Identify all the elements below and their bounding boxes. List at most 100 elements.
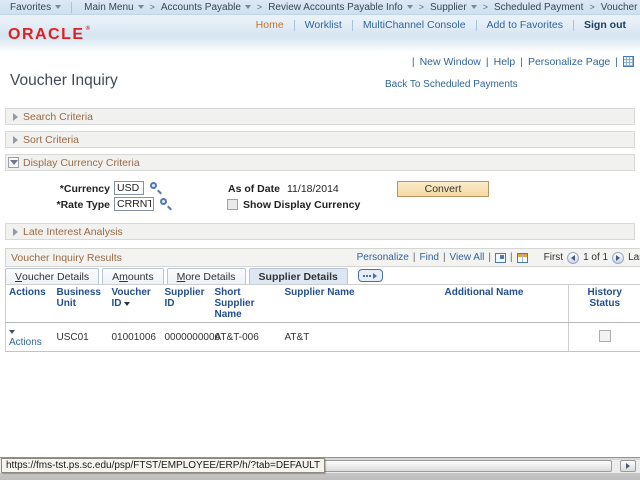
rate-type-label: *Rate Type — [56, 199, 111, 211]
pager-first-label[interactable]: First — [543, 252, 564, 263]
breadcrumb-voucher[interactable]: Voucher — [601, 2, 638, 13]
left-arrow-icon — [571, 254, 576, 261]
column-header-supplier-name[interactable]: Supplier Name — [281, 284, 442, 323]
dropdown-caret-icon — [137, 5, 144, 9]
column-header-additional-name[interactable]: Additional Name — [441, 284, 569, 323]
link-separator — [413, 252, 416, 263]
breadcrumb-label: Review Accounts Payable Info — [268, 1, 403, 13]
section-display-currency-criteria[interactable]: Display Currency Criteria — [5, 154, 635, 171]
expand-arrow-icon[interactable] — [13, 112, 18, 121]
column-header-short-supplier-name[interactable]: Short Supplier Name — [211, 284, 282, 323]
actions-dropdown-icon[interactable] — [9, 330, 15, 334]
zoom-popup-icon[interactable] — [495, 252, 506, 263]
add-to-favorites-link[interactable]: Add to Favorites — [486, 19, 563, 31]
link-separator — [443, 252, 446, 263]
section-late-interest-analysis[interactable]: Late Interest Analysis — [5, 223, 635, 240]
rate-type-input[interactable] — [114, 197, 154, 211]
previous-row-button[interactable] — [567, 251, 580, 264]
expand-arrow-icon[interactable] — [13, 135, 18, 144]
collapse-arrow-icon[interactable] — [8, 157, 19, 168]
column-header-actions[interactable]: Actions — [5, 284, 54, 323]
link-separator — [510, 252, 513, 263]
currency-input[interactable] — [114, 181, 144, 195]
page-title: Voucher Inquiry — [10, 72, 118, 89]
back-to-scheduled-payments-link[interactable]: Back To Scheduled Payments — [385, 79, 518, 90]
new-window-link[interactable]: New Window — [419, 55, 481, 68]
voucher-results-table: Actions Business Unit Voucher ID Supplie… — [5, 284, 640, 352]
breadcrumb-label: Supplier — [429, 1, 467, 13]
actions-link[interactable]: Actions — [9, 337, 42, 348]
worklist-link[interactable]: Worklist — [304, 19, 342, 31]
breadcrumb-scheduled-payment[interactable]: Scheduled Payment — [494, 2, 584, 13]
history-status-cell — [568, 322, 640, 352]
pager-last-label[interactable]: Last — [628, 252, 640, 263]
right-arrow-icon — [616, 254, 621, 261]
results-header-bar: Voucher Inquiry Results Personalize Find… — [5, 248, 640, 267]
multichannel-console-link[interactable]: MultiChannel Console — [362, 19, 466, 31]
sign-out-link[interactable]: Sign out — [584, 19, 626, 31]
section-search-criteria[interactable]: Search Criteria — [5, 108, 635, 125]
breadcrumb: Favorites Main Menu Accounts Payable Rev… — [0, 0, 640, 15]
home-link[interactable]: Home — [255, 19, 284, 31]
layout-grid-icon[interactable] — [623, 56, 634, 67]
tab-supplier-details[interactable]: Supplier Details — [248, 268, 348, 284]
view-all-link[interactable]: View All — [449, 252, 485, 263]
browser-viewport: Favorites Main Menu Accounts Payable Rev… — [0, 0, 640, 352]
title-row: Voucher Inquiry Back To Scheduled Paymen… — [0, 72, 640, 96]
column-header-supplier-id[interactable]: Supplier ID — [161, 284, 212, 323]
display-currency-form: *Currency As of Date 11/18/2014 Convert … — [0, 171, 640, 221]
column-header-business-unit[interactable]: Business Unit — [53, 284, 109, 323]
app-banner: Favorites Main Menu Accounts Payable Rev… — [0, 0, 640, 52]
help-link[interactable]: Help — [493, 55, 516, 68]
section-sort-criteria[interactable]: Sort Criteria — [5, 131, 635, 148]
breadcrumb-review-ap-info[interactable]: Review Accounts Payable Info — [268, 2, 413, 13]
breadcrumb-separator — [257, 2, 262, 13]
additional-name-cell — [441, 322, 569, 352]
link-separator — [412, 56, 415, 68]
results-pager: First 1 of 1 Last — [543, 251, 640, 264]
breadcrumb-favorites[interactable]: Favorites — [10, 1, 62, 13]
results-title: Voucher Inquiry Results — [11, 251, 122, 264]
dropdown-caret-icon — [244, 5, 251, 9]
pager-position: 1 of 1 — [583, 252, 609, 263]
link-separator — [351, 19, 353, 31]
show-display-currency-checkbox[interactable] — [227, 199, 238, 210]
dropdown-caret-icon — [55, 5, 62, 9]
status-bar-url: https://fms-tst.ps.sc.edu/psp/FTST/EMPLO… — [1, 458, 326, 473]
page-utility-bar: New Window Help Personalize Page — [0, 55, 640, 68]
personalize-link[interactable]: Personalize — [356, 252, 409, 263]
currency-label: *Currency — [59, 183, 110, 195]
link-separator — [475, 19, 477, 31]
next-row-button[interactable] — [612, 251, 625, 264]
expand-arrow-icon[interactable] — [13, 227, 18, 236]
history-status-checkbox[interactable] — [598, 329, 611, 342]
header-links: Home Worklist MultiChannel Console Add t… — [246, 19, 636, 31]
breadcrumb-label: Favorites — [10, 1, 52, 13]
show-all-columns-icon[interactable] — [357, 269, 383, 282]
show-display-currency-label: Show Display Currency — [243, 199, 361, 211]
breadcrumb-accounts-payable[interactable]: Accounts Payable — [161, 2, 251, 13]
dropdown-caret-icon — [470, 5, 477, 9]
convert-button[interactable]: Convert — [397, 181, 489, 197]
actions-cell: Actions — [5, 322, 54, 352]
currency-lookup-icon[interactable] — [150, 182, 163, 195]
personalize-page-link[interactable]: Personalize Page — [527, 55, 611, 68]
right-arrow-icon — [626, 463, 630, 469]
breadcrumb-separator — [150, 2, 155, 13]
column-header-voucher-id[interactable]: Voucher ID — [108, 284, 162, 323]
section-label: Search Criteria — [23, 110, 94, 123]
supplier-name-cell: AT&T — [281, 322, 442, 352]
breadcrumb-supplier[interactable]: Supplier — [430, 2, 477, 13]
find-link[interactable]: Find — [419, 252, 439, 263]
breadcrumb-separator — [483, 2, 488, 13]
breadcrumb-main-menu[interactable]: Main Menu — [84, 2, 144, 13]
download-grid-icon[interactable] — [516, 252, 528, 263]
rate-type-lookup-icon[interactable] — [160, 198, 173, 211]
section-label: Late Interest Analysis — [23, 225, 123, 238]
scrollbar-right-arrow[interactable] — [620, 460, 636, 472]
business-unit-cell: USC01 — [53, 322, 109, 352]
column-header-history-status[interactable]: History Status — [568, 284, 640, 323]
